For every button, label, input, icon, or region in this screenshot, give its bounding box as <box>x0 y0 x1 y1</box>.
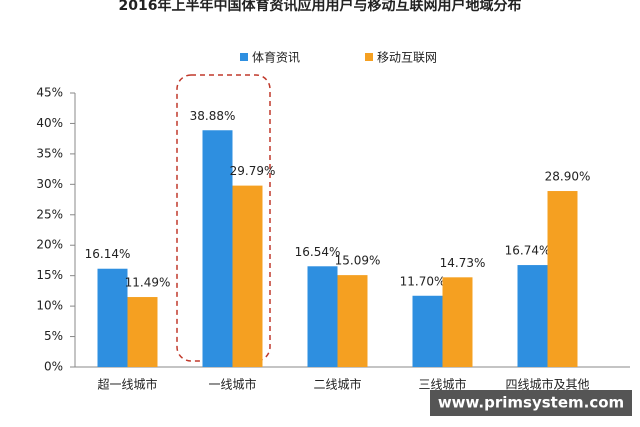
x-tick-label: 三线城市 <box>418 377 466 392</box>
value-label: 14.73% <box>440 256 486 270</box>
y-tick-label: 25% <box>36 207 63 221</box>
x-tick-label: 超一线城市 <box>97 377 157 392</box>
legend-label: 体育资讯 <box>252 50 300 65</box>
value-label: 38.88% <box>190 109 236 123</box>
y-tick-label: 20% <box>36 238 63 252</box>
bar <box>97 268 128 367</box>
bar <box>442 277 473 367</box>
bar <box>232 185 263 367</box>
bar <box>517 265 548 367</box>
value-label: 11.49% <box>125 276 171 290</box>
x-tick-label: 一线城市 <box>208 377 256 392</box>
y-tick-label: 35% <box>36 146 63 160</box>
y-tick-label: 5% <box>44 329 63 343</box>
value-label: 11.70% <box>400 274 446 288</box>
watermark: www.primsystem.com <box>438 394 624 412</box>
bar <box>127 297 158 367</box>
bar <box>337 275 368 367</box>
chart-title: 2016年上半年中国体育资讯应用用户与移动互联网用户地域分布 <box>119 0 522 14</box>
y-tick-label: 30% <box>36 177 63 191</box>
value-label: 29.79% <box>230 164 276 178</box>
bar <box>202 130 233 367</box>
value-label: 28.90% <box>545 170 591 184</box>
bar <box>412 295 443 367</box>
bar <box>547 191 578 367</box>
x-tick-label: 四线城市及其他 <box>505 377 589 392</box>
legend-label: 移动互联网 <box>377 51 437 65</box>
y-tick-label: 0% <box>44 360 63 374</box>
bar <box>307 266 338 367</box>
watermark-banner <box>430 390 632 416</box>
y-tick-label: 10% <box>36 299 63 313</box>
value-label: 15.09% <box>335 254 381 268</box>
y-tick-label: 40% <box>36 116 63 130</box>
value-label: 16.74% <box>505 244 551 258</box>
value-label: 16.14% <box>85 247 131 261</box>
y-tick-label: 15% <box>36 268 63 282</box>
x-tick-label: 二线城市 <box>313 377 361 392</box>
y-tick-label: 45% <box>36 86 63 100</box>
legend-swatch <box>240 53 248 61</box>
legend-swatch <box>365 53 373 61</box>
value-label: 16.54% <box>295 245 341 259</box>
